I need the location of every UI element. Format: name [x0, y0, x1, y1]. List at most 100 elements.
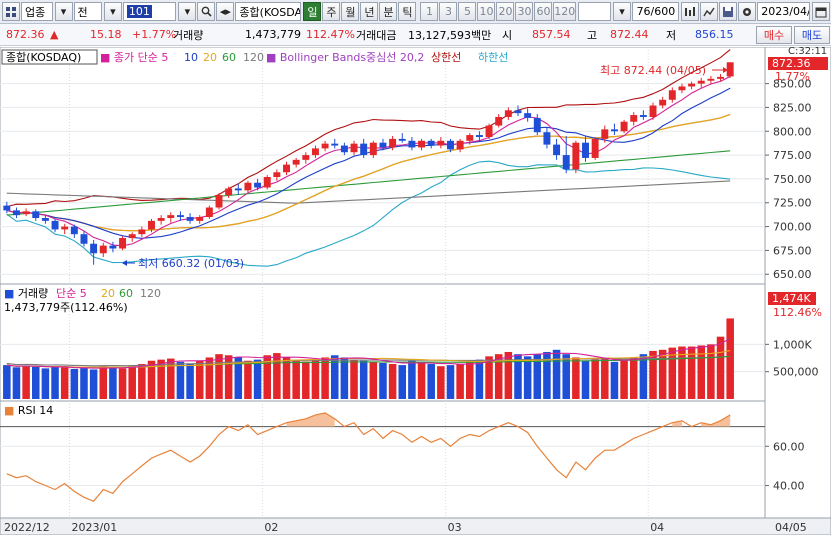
- volume-bar: [89, 369, 98, 399]
- period-select[interactable]: 전: [73, 2, 102, 21]
- calendar-icon[interactable]: [811, 2, 830, 21]
- interval-30[interactable]: 30: [515, 2, 534, 21]
- rsi-axis-label: 60.00: [773, 440, 805, 453]
- volume-bar: [157, 359, 165, 399]
- candle-up: [697, 80, 705, 84]
- chart-settings-icon[interactable]: [681, 2, 700, 21]
- candle-up: [466, 135, 474, 141]
- date-input[interactable]: 2023/04/05: [757, 2, 810, 21]
- timeframe-minute[interactable]: 분: [379, 2, 398, 21]
- interval-120[interactable]: 120: [553, 2, 576, 21]
- market-dropdown-icon[interactable]: ▾: [54, 2, 73, 21]
- price-axis-label: 850.00: [773, 78, 812, 91]
- candle-down: [447, 140, 454, 150]
- indicator-icon[interactable]: [700, 2, 719, 21]
- volume-bar: [321, 357, 329, 399]
- open-value: 857.54: [532, 28, 571, 41]
- code-input[interactable]: 101: [122, 2, 177, 21]
- candle-up: [504, 110, 512, 117]
- interval-5[interactable]: 5: [458, 2, 477, 21]
- timeframe-week[interactable]: 주: [322, 2, 341, 21]
- volume-info: 1,473,779주(112.46%): [4, 301, 128, 314]
- price-axis-label: 800.00: [773, 125, 812, 138]
- price-axis-label: 825.00: [773, 101, 812, 114]
- interval-10[interactable]: 10: [477, 2, 496, 21]
- candle-up: [225, 188, 233, 196]
- date-axis-label: 02: [264, 521, 278, 534]
- min-price-arrow-head: [122, 260, 127, 266]
- candle-down: [408, 140, 416, 148]
- volume-bar: [282, 357, 291, 399]
- axis-labels: 850.00 825.00 800.00 775.00 750.00 725.00 700.…: [4, 78, 819, 534]
- volume-bar: [485, 356, 493, 399]
- sell-button[interactable]: 매도: [794, 26, 830, 44]
- gear-icon[interactable]: [738, 2, 757, 21]
- candle-up: [22, 211, 30, 215]
- volume-bar: [398, 365, 407, 399]
- timeframe-day[interactable]: 일: [303, 2, 322, 21]
- candle-down: [90, 243, 98, 254]
- candle-up: [659, 99, 667, 106]
- volume-bar: [359, 360, 368, 399]
- interval-3[interactable]: 3: [439, 2, 458, 21]
- price-axis-label: 650.00: [773, 268, 812, 281]
- code-dropdown-icon[interactable]: ▾: [178, 2, 197, 21]
- timeframe-month[interactable]: 월: [341, 2, 360, 21]
- volume-bar: [543, 351, 551, 399]
- candle-down: [254, 182, 262, 188]
- candle-up: [283, 164, 290, 173]
- volume-bar: [273, 353, 281, 399]
- candle-up: [572, 142, 580, 170]
- interval-dropdown-icon[interactable]: ▾: [613, 2, 632, 21]
- candle-up: [485, 125, 493, 137]
- interval-custom-input[interactable]: [577, 2, 612, 21]
- volume-bar: [504, 351, 513, 399]
- count-input[interactable]: 76/600: [632, 2, 680, 21]
- volume-axis-label: 1,000K: [773, 338, 812, 351]
- chart-area[interactable]: 850.00 825.00 800.00 775.00 750.00 725.00 700.…: [0, 46, 831, 535]
- candle-up: [215, 195, 223, 208]
- rsi-overbought-fill: [672, 420, 682, 427]
- volume-bar: [41, 368, 50, 399]
- save-icon[interactable]: [719, 2, 738, 21]
- ma5-line: [6, 76, 731, 247]
- candle-down: [32, 211, 40, 218]
- volume-label: 거래량: [173, 28, 204, 42]
- search-icon[interactable]: [197, 2, 216, 21]
- candle-up: [591, 138, 599, 158]
- timeframe-tick[interactable]: 틱: [398, 2, 417, 21]
- volume-bar: [726, 318, 734, 399]
- candle-down: [524, 113, 532, 118]
- timeframe-year[interactable]: 년: [360, 2, 379, 21]
- bb-upper-line: [6, 49, 731, 208]
- prev-next-icon[interactable]: ◂▸: [216, 2, 235, 21]
- interval-60[interactable]: 60: [534, 2, 553, 21]
- volume-bar: [118, 368, 127, 399]
- market-select[interactable]: 업종: [21, 2, 53, 21]
- candle-down: [514, 110, 522, 114]
- interval-1[interactable]: 1: [420, 2, 439, 21]
- candle-up: [456, 140, 464, 150]
- interval-20[interactable]: 20: [496, 2, 515, 21]
- min-price-annotation: 최저 660.32 (01/03): [138, 257, 244, 270]
- volume-ma120-legend: 120: [140, 287, 161, 300]
- volume-bar: [716, 336, 725, 399]
- volume-pct: 112.47%: [306, 28, 355, 41]
- volume-bar: [302, 361, 310, 399]
- candle-up: [61, 226, 69, 230]
- period-dropdown-icon[interactable]: ▾: [103, 2, 122, 21]
- buy-button[interactable]: 매수: [756, 26, 792, 44]
- rsi-overbought-fill: [701, 414, 731, 427]
- bb-lower-line: [6, 160, 731, 267]
- volume-bar: [234, 357, 243, 399]
- volume-bar: [581, 360, 590, 399]
- volume-bar: [494, 354, 503, 399]
- candle-down: [398, 138, 406, 141]
- volume-bar: [591, 359, 599, 399]
- candle-up: [292, 159, 300, 165]
- stock-chart[interactable]: 850.00 825.00 800.00 775.00 750.00 725.00 700.…: [0, 46, 831, 535]
- price-legend-title-box: [1, 49, 98, 65]
- volume-legend-title: ■ 거래량: [4, 287, 48, 300]
- grid-icon[interactable]: [2, 2, 20, 21]
- moving-averages: [6, 76, 731, 247]
